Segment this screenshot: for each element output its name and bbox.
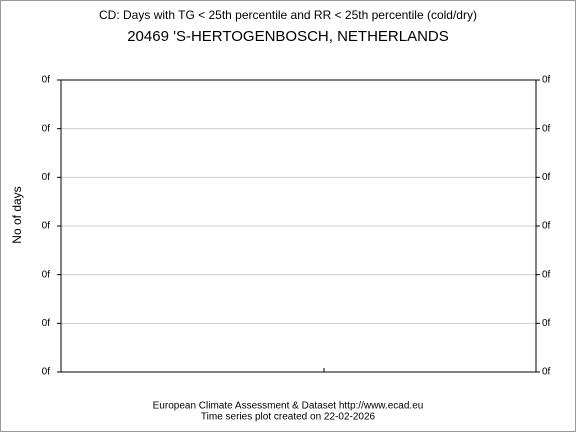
footer-line: Time series plot created on 22-02-2026 xyxy=(201,412,376,423)
y2-tick-label: 0f xyxy=(542,269,551,280)
y2-tick-label: 0f xyxy=(542,75,551,86)
y-axis-label: No of days xyxy=(10,186,24,243)
chart-subtitle: 20469 'S-HERTOGENBOSCH, NETHERLANDS xyxy=(127,28,449,45)
y2-tick-label: 0f xyxy=(542,221,551,232)
y-tick-label: 0f xyxy=(42,367,51,378)
y2-tick-label: 0f xyxy=(542,318,551,329)
y2-tick-label: 0f xyxy=(542,172,551,183)
y-tick-label: 0f xyxy=(42,123,51,134)
y-tick-label: 0f xyxy=(42,75,51,86)
y2-tick-label: 0f xyxy=(542,367,551,378)
footer-line: European Climate Assessment & Dataset ht… xyxy=(153,401,424,412)
y-tick-label: 0f xyxy=(42,269,51,280)
y-tick-label: 0f xyxy=(42,318,51,329)
chart-title: CD: Days with TG < 25th percentile and R… xyxy=(99,8,477,22)
y-tick-label: 0f xyxy=(42,172,51,183)
plot-frame xyxy=(60,79,537,373)
y2-tick-label: 0f xyxy=(542,123,551,134)
y-tick-label: 0f xyxy=(42,221,51,232)
